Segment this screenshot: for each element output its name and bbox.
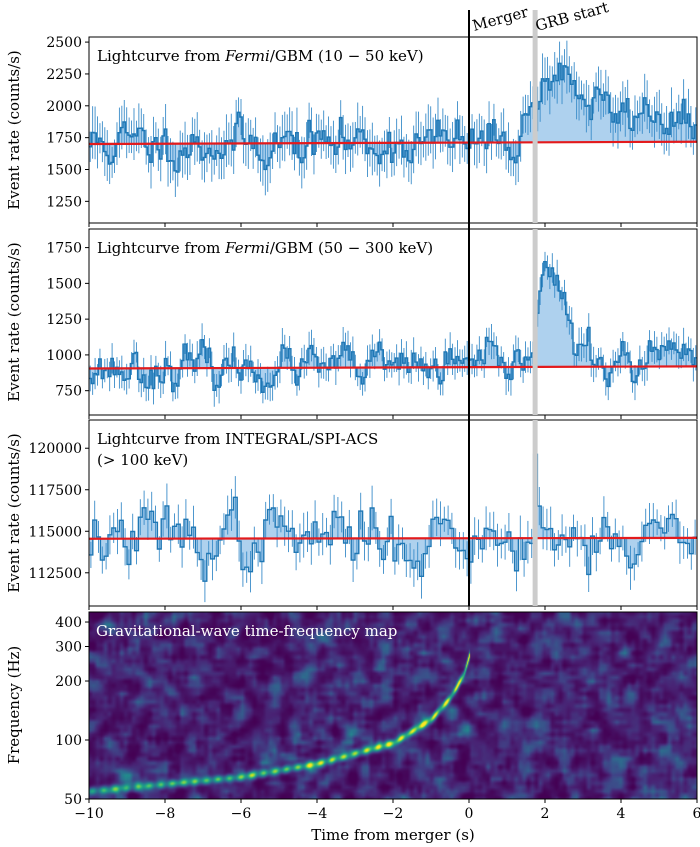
gbm-low-ylabel: Event rate (counts/s)	[5, 50, 23, 209]
y-tick-label: 1250	[46, 312, 82, 328]
y-tick-label: 1750	[46, 131, 82, 147]
x-tick-label: 0	[465, 806, 474, 822]
gw-map-title: Gravitational-wave time-frequency map	[96, 622, 397, 640]
spi-acs-plot-area	[89, 440, 697, 603]
background-fit-line	[89, 536, 697, 540]
gbm-high-ylabel: Event rate (counts/s)	[5, 242, 23, 401]
gbm-low-y-axis: 1250 1500 1750 2000 2250 2500	[46, 35, 89, 210]
gw-map-y-axis: 50 100 200 300 400	[55, 615, 89, 808]
spi-acs-title-line-1: Lightcurve from INTEGRAL/SPI-ACS	[97, 430, 378, 448]
y-tick-label: 100	[55, 733, 82, 749]
gw-map-plot-area	[89, 612, 697, 799]
panel-gbm-low: 1250 1500 1750 2000 2250 2500 Lightcurve from…	[5, 35, 698, 224]
y-tick-label: 400	[55, 615, 82, 631]
y-tick-label: 50	[64, 792, 82, 808]
x-tick-label: −8	[155, 806, 176, 822]
spi-acs-title-line-2: (> 100 keV)	[97, 451, 188, 469]
y-tick-label: 2000	[46, 99, 82, 115]
gbm-high-title: Lightcurve from Fermi/GBM (50 − 300 keV)	[97, 239, 433, 257]
x-tick-label: −10	[74, 806, 104, 822]
grb-start-band	[532, 229, 538, 415]
y-tick-label: 1250	[46, 194, 82, 210]
y-tick-label: 115000	[29, 524, 82, 540]
y-tick-label: 300	[55, 640, 82, 656]
rate-steps	[89, 62, 697, 173]
x-tick-label: −2	[383, 806, 404, 822]
x-tick-label: 4	[617, 806, 626, 822]
rate-steps	[89, 453, 697, 582]
grb-start-label: GRB start	[533, 0, 610, 35]
x-tick-label: 6	[693, 806, 700, 822]
y-tick-label: 120000	[29, 441, 82, 457]
gbm-high-plot-area	[89, 251, 697, 407]
panel-gbm-high: 750 1000 1250 1500 1750 Lightcurve from Ferm…	[5, 228, 698, 416]
background-fit-line	[89, 140, 697, 146]
merger-label: Merger	[470, 2, 531, 34]
y-tick-label: 1000	[46, 348, 82, 364]
grb-start-band	[532, 420, 538, 606]
gw-map-ylabel: Frequency (Hz)	[5, 646, 23, 765]
event-markers	[468, 10, 538, 606]
gbm-high-y-axis: 750 1000 1250 1500 1750	[46, 241, 89, 400]
spi-acs-y-axis: 112500 115000 117500 120000	[29, 441, 89, 582]
y-tick-label: 112500	[29, 566, 82, 582]
y-tick-label: 750	[55, 384, 82, 400]
y-tick-label: 2500	[46, 35, 82, 51]
y-tick-label: 117500	[29, 483, 82, 499]
x-tick-label: −4	[307, 806, 328, 822]
panel-spi-acs: 112500 115000 117500 120000 Lightcurve from…	[5, 419, 698, 607]
grb-start-band	[532, 37, 538, 223]
gbm-low-title: Lightcurve from Fermi/GBM (10 − 50 keV)	[97, 47, 424, 65]
y-tick-label: 1500	[46, 276, 82, 292]
y-tick-label: 2250	[46, 67, 82, 83]
rate-fill	[89, 261, 697, 393]
y-tick-label: 1500	[46, 162, 82, 178]
gw-spectrogram	[89, 612, 697, 799]
x-tick-label: −6	[231, 806, 252, 822]
spi-acs-ylabel: Event rate (counts/s)	[5, 433, 23, 592]
background-fit-line	[89, 365, 697, 370]
x-tick-label: 2	[541, 806, 550, 822]
gbm-low-plot-area	[89, 40, 697, 197]
y-tick-label: 200	[55, 674, 82, 690]
x-axis-title: Time from merger (s)	[311, 826, 475, 844]
panel-gw-map: 50 100 200 300 400 Gravitational-wave time-f…	[5, 611, 698, 808]
y-tick-label: 1750	[46, 241, 82, 257]
time-x-axis: −10 −8 −6 −4 −2 0 2 4 6	[74, 223, 700, 822]
